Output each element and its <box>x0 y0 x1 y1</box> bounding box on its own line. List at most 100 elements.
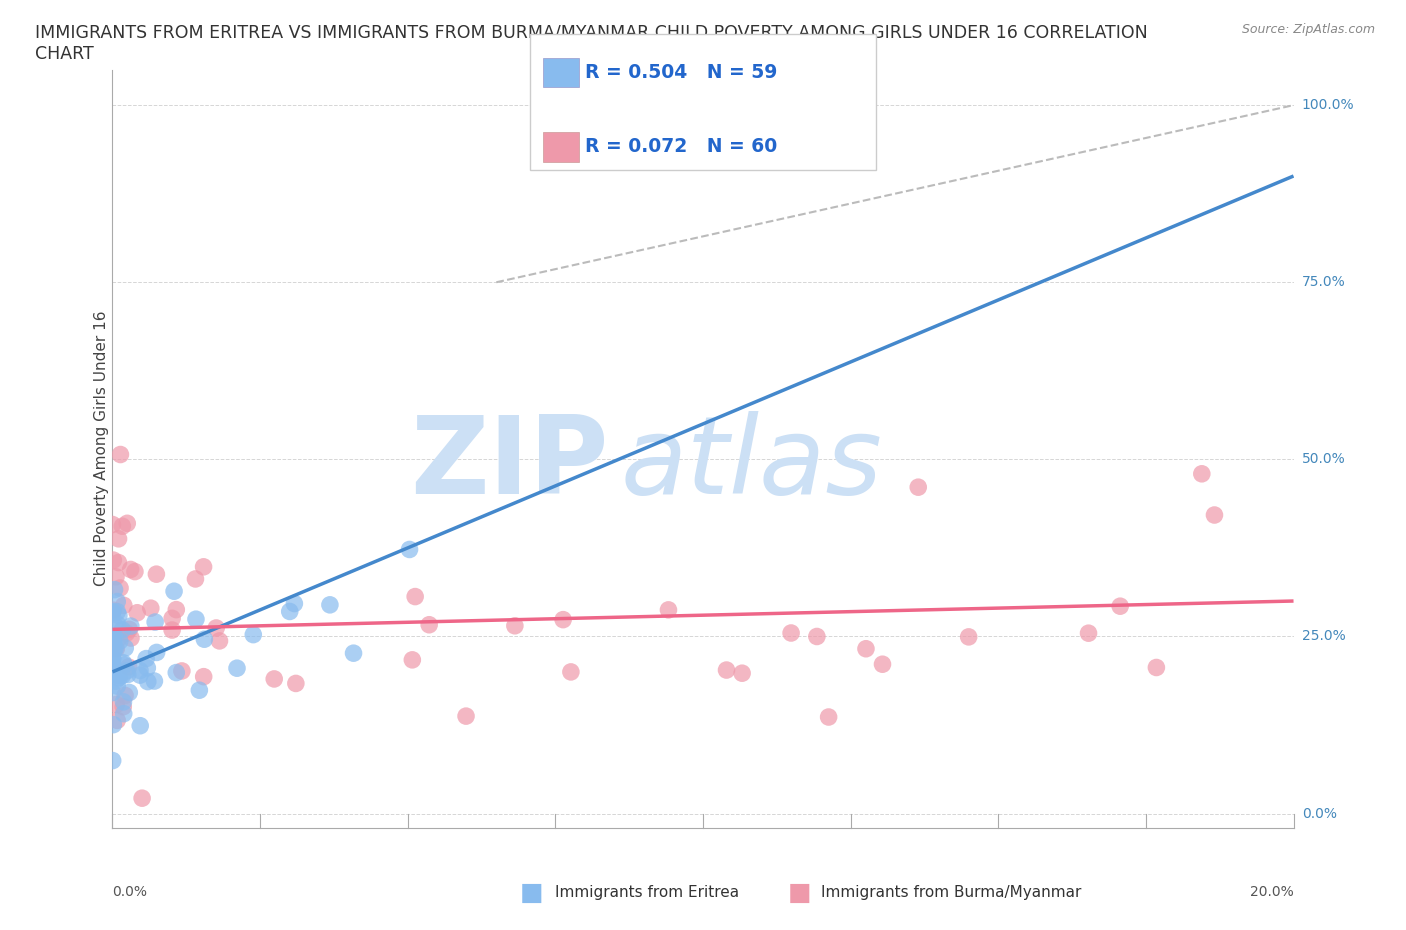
Point <box>101 656 124 671</box>
Point <box>165 665 187 680</box>
Point <box>104 618 127 632</box>
Point <box>957 630 980 644</box>
Text: 0.0%: 0.0% <box>112 884 148 898</box>
Point <box>103 552 125 567</box>
Point <box>117 516 139 531</box>
Point <box>503 618 526 633</box>
Point <box>112 706 135 721</box>
Point <box>101 630 124 644</box>
Point <box>139 601 162 616</box>
Text: 25.0%: 25.0% <box>1302 630 1346 644</box>
Point <box>114 688 136 703</box>
Point <box>112 695 135 710</box>
Point <box>114 641 136 656</box>
Point <box>184 572 207 587</box>
Point <box>184 612 207 627</box>
Text: Immigrants from Burma/Myanmar: Immigrants from Burma/Myanmar <box>821 884 1081 899</box>
Text: Immigrants from Eritrea: Immigrants from Eritrea <box>555 884 740 899</box>
Point <box>108 633 131 648</box>
Point <box>120 618 142 633</box>
Point <box>1191 466 1213 481</box>
Point <box>107 555 129 570</box>
Point <box>111 622 134 637</box>
Point <box>1077 626 1099 641</box>
Point <box>163 584 186 599</box>
Point <box>103 630 125 644</box>
Point <box>131 790 153 805</box>
Point <box>136 660 159 675</box>
Point <box>160 611 183 626</box>
Point <box>105 679 128 694</box>
Point <box>115 626 138 641</box>
Point <box>108 580 131 595</box>
Point <box>560 664 582 679</box>
Point <box>1109 599 1132 614</box>
Text: ZIP: ZIP <box>411 411 609 517</box>
Point <box>118 622 141 637</box>
Point <box>101 650 124 665</box>
Point <box>806 629 828 644</box>
Point <box>105 604 128 619</box>
Point <box>135 651 157 666</box>
Text: R = 0.072   N = 60: R = 0.072 N = 60 <box>585 138 778 156</box>
Point <box>160 622 183 637</box>
Point <box>401 653 423 668</box>
Point <box>193 631 215 646</box>
Point <box>104 673 127 688</box>
Point <box>103 582 125 597</box>
Point <box>117 659 139 674</box>
Point <box>107 668 129 683</box>
Point <box>143 673 166 688</box>
Point <box>111 519 134 534</box>
Point <box>193 670 215 684</box>
Point <box>817 710 839 724</box>
Text: 100.0%: 100.0% <box>1302 99 1354 113</box>
Point <box>188 683 211 698</box>
Text: Source: ZipAtlas.com: Source: ZipAtlas.com <box>1241 23 1375 36</box>
Point <box>404 589 426 604</box>
Point <box>208 633 231 648</box>
Point <box>454 709 477 724</box>
Point <box>103 644 125 658</box>
Text: 0.0%: 0.0% <box>1302 806 1337 820</box>
Point <box>104 641 127 656</box>
Text: atlas: atlas <box>620 411 882 516</box>
Point <box>108 608 131 623</box>
Point <box>242 627 264 642</box>
Point <box>1144 660 1167 675</box>
Point <box>278 604 301 618</box>
Point <box>319 597 342 612</box>
Point <box>112 658 135 672</box>
Point <box>716 662 738 677</box>
Point <box>907 480 929 495</box>
Point <box>165 603 187 618</box>
Point <box>124 565 146 579</box>
Point <box>101 651 124 666</box>
Point <box>103 603 125 618</box>
Text: CHART: CHART <box>35 45 94 62</box>
Point <box>780 626 803 641</box>
Point <box>872 657 894 671</box>
Point <box>136 674 159 689</box>
Y-axis label: Child Poverty Among Girls Under 16: Child Poverty Among Girls Under 16 <box>94 311 108 587</box>
Point <box>105 713 128 728</box>
Point <box>143 615 166 630</box>
Point <box>118 685 141 700</box>
Point <box>103 636 125 651</box>
Text: 50.0%: 50.0% <box>1302 452 1346 466</box>
Point <box>110 447 132 462</box>
Point <box>731 666 754 681</box>
Point <box>226 660 249 675</box>
Point <box>855 642 877 657</box>
Text: IMMIGRANTS FROM ERITREA VS IMMIGRANTS FROM BURMA/MYANMAR CHILD POVERTY AMONG GIR: IMMIGRANTS FROM ERITREA VS IMMIGRANTS FR… <box>35 23 1147 41</box>
Point <box>101 604 124 619</box>
Point <box>145 566 167 581</box>
Point <box>105 569 128 584</box>
Point <box>112 699 135 714</box>
Point <box>283 596 305 611</box>
Point <box>101 685 124 700</box>
Point <box>657 603 679 618</box>
Point <box>108 671 131 685</box>
Point <box>263 671 285 686</box>
Text: ■: ■ <box>520 881 544 905</box>
